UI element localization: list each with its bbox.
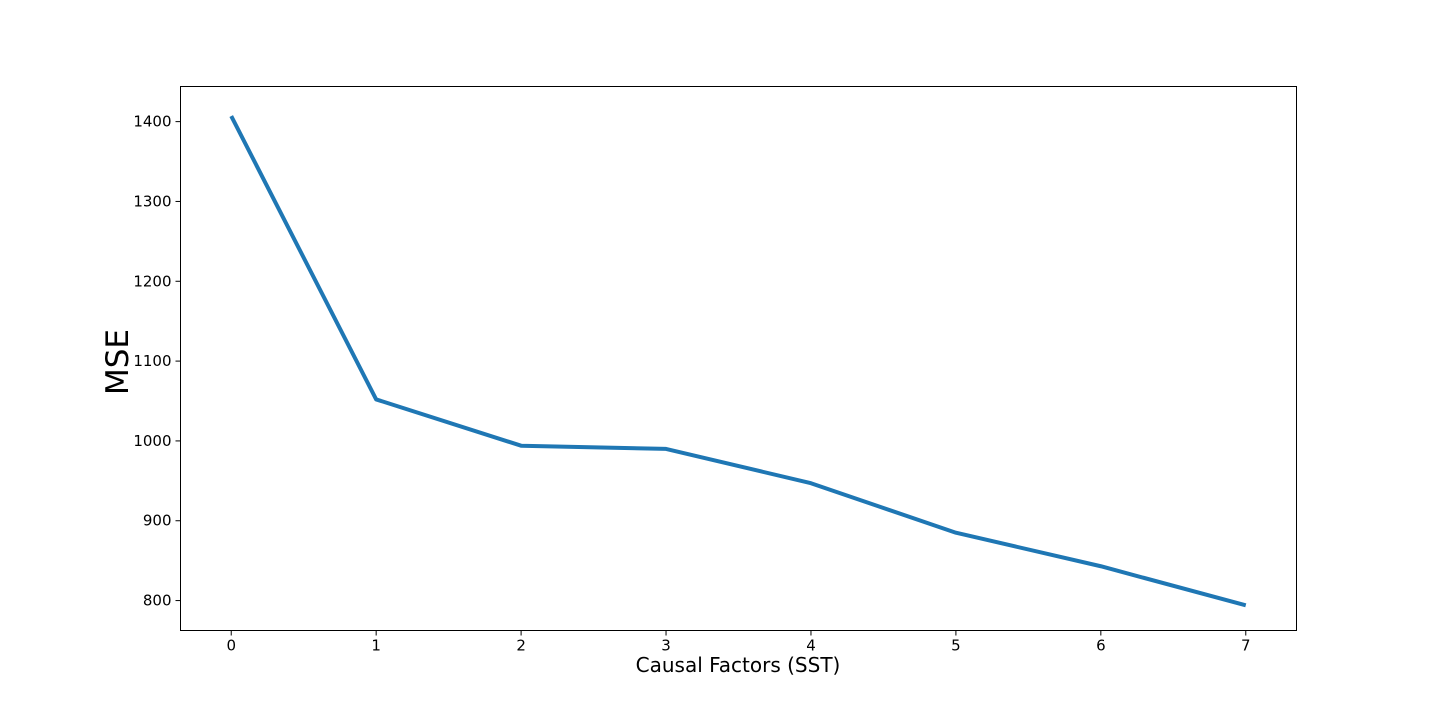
x-tick-label: 1 [371,637,381,655]
y-tick-label: 1100 [133,352,171,370]
x-tick-label: 7 [1241,637,1251,655]
x-tick-label: 2 [516,637,526,655]
y-axis-label: MSE [100,329,136,395]
x-tick-label: 6 [1096,637,1106,655]
y-tick-label: 1200 [133,272,171,290]
y-tick-label: 1000 [133,432,171,450]
y-tick-label: 800 [143,592,172,610]
x-axis-ticks: 0 1 2 3 4 5 6 7 [226,630,1251,655]
y-tick-label: 900 [143,512,172,530]
y-tick-label: 1300 [133,192,171,210]
x-axis-label: Causal Factors (SST) [636,653,841,677]
y-tick-label: 1400 [133,113,171,131]
x-tick-label: 0 [226,637,236,655]
y-axis-ticks: 800 900 1000 1100 1200 1300 1400 [133,113,181,610]
x-tick-label: 5 [951,637,961,655]
series-line-mse [229,115,1247,608]
x-tick-label: 4 [806,637,816,655]
x-tick-label: 3 [661,637,671,655]
plot-area [180,86,1297,631]
